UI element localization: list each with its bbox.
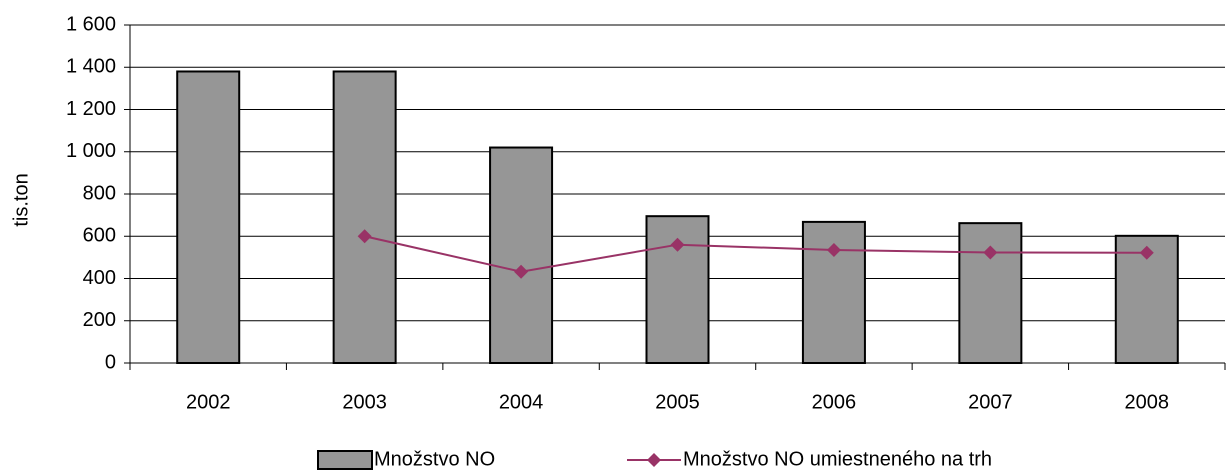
legend-swatch <box>317 450 373 470</box>
legend-label: Množstvo NO umiestneného na trh <box>683 448 992 470</box>
line <box>364 235 1147 273</box>
x-tick-label: 2008 <box>1125 391 1170 413</box>
marker <box>1139 245 1154 260</box>
y-axis-label: tis.ton <box>10 173 32 226</box>
y-tick-label: 1 600 <box>66 13 116 35</box>
x-tick-label: 2005 <box>655 391 700 413</box>
marker <box>357 229 372 244</box>
legend-marker <box>647 453 661 467</box>
y-tick-label: 400 <box>83 267 116 289</box>
marker <box>670 237 685 252</box>
y-tick-label: 200 <box>83 309 116 331</box>
y-tick-label: 1 400 <box>66 56 116 78</box>
marker <box>983 245 998 260</box>
y-tick-label: 1 200 <box>66 98 116 120</box>
legend-label: Množstvo NO <box>374 448 495 470</box>
bar <box>332 70 397 364</box>
x-tick-label: 2007 <box>968 391 1013 413</box>
x-tick-label: 2006 <box>812 391 857 413</box>
x-tick-label: 2003 <box>342 391 387 413</box>
marker <box>514 264 529 279</box>
y-tick-label: 800 <box>83 182 116 204</box>
y-tick-label: 0 <box>105 351 116 373</box>
y-tick-label: 600 <box>83 225 116 247</box>
bar <box>176 70 241 364</box>
x-tick-label: 2004 <box>499 391 544 413</box>
marker <box>826 242 841 257</box>
y-tick-label: 1 000 <box>66 140 116 162</box>
bar <box>958 222 1023 364</box>
x-tick-label: 2002 <box>186 391 231 413</box>
bar <box>489 146 554 364</box>
